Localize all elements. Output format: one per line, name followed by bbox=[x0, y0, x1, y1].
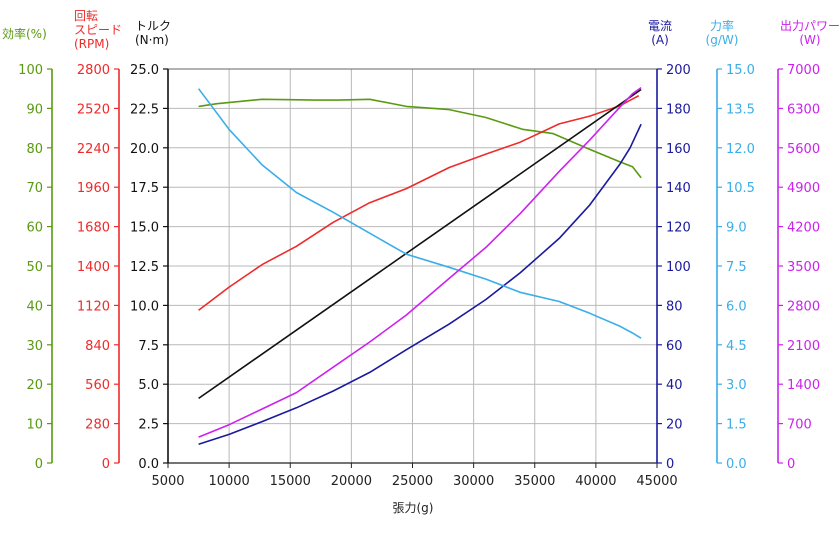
y-tick-label-torque: 10.0 bbox=[130, 299, 159, 314]
y-tick-label-current: 160 bbox=[666, 142, 691, 157]
y-tick-label-power: 6300 bbox=[787, 102, 820, 117]
y-tick-label-power: 2100 bbox=[787, 339, 820, 354]
y-tick-label-torque: 5.0 bbox=[138, 378, 159, 393]
x-tick-label: 10000 bbox=[208, 474, 249, 489]
y-tick-label-speed: 0 bbox=[102, 457, 110, 472]
y-tick-label-current: 100 bbox=[666, 260, 691, 275]
y-tick-label-efficiency: 90 bbox=[26, 102, 43, 117]
y-tick-label-force_rate: 7.5 bbox=[726, 260, 747, 275]
series-line-force_rate bbox=[197, 88, 642, 339]
y-tick-label-efficiency: 10 bbox=[26, 418, 43, 433]
axis-power: 0 700 1400 2100 2800 3500 4200 4900 5600 6300 7000… bbox=[777, 19, 840, 472]
y-tick-label-efficiency: 70 bbox=[26, 181, 43, 196]
y-tick-label-torque: 20.0 bbox=[130, 142, 159, 157]
series-line-current bbox=[198, 123, 642, 446]
y-tick-label-current: 40 bbox=[666, 378, 683, 393]
y-tick-label-force_rate: 9.0 bbox=[726, 221, 747, 236]
series-line-speed bbox=[198, 94, 640, 311]
axis-title-current: 電流(A) bbox=[648, 19, 672, 47]
y-tick-label-power: 5600 bbox=[787, 142, 820, 157]
y-tick-label-speed: 560 bbox=[85, 378, 110, 393]
axis-torque: 0.0 2.5 5.0 7.5 10.0 12.5 15.0 17.5 20.0 22.5 25.0… bbox=[130, 19, 171, 472]
axis-efficiency: 0 10 20 30 40 50 60 70 80 90 100 効率(%) bbox=[2, 26, 53, 472]
y-tick-label-current: 80 bbox=[666, 299, 683, 314]
y-tick-label-torque: 22.5 bbox=[130, 102, 159, 117]
y-tick-label-torque: 12.5 bbox=[130, 260, 159, 275]
y-tick-label-speed: 840 bbox=[85, 339, 110, 354]
y-tick-label-speed: 280 bbox=[85, 418, 110, 433]
y-tick-label-force_rate: 4.5 bbox=[726, 339, 747, 354]
y-tick-label-power: 2800 bbox=[787, 299, 820, 314]
series bbox=[197, 86, 642, 446]
x-tick-label: 30000 bbox=[453, 474, 494, 489]
y-tick-label-current: 60 bbox=[666, 339, 683, 354]
y-tick-label-torque: 2.5 bbox=[138, 418, 159, 433]
x-tick-label: 20000 bbox=[331, 474, 372, 489]
y-tick-label-current: 0 bbox=[666, 457, 674, 472]
axis-title-speed: 回転スピード(RPM) bbox=[74, 9, 122, 51]
y-tick-label-torque: 25.0 bbox=[130, 63, 159, 78]
y-tick-label-power: 0 bbox=[787, 457, 795, 472]
y-tick-label-power: 7000 bbox=[787, 63, 820, 78]
y-tick-label-force_rate: 1.5 bbox=[726, 418, 747, 433]
y-tick-label-efficiency: 60 bbox=[26, 221, 43, 236]
y-tick-label-efficiency: 20 bbox=[26, 378, 43, 393]
y-tick-label-current: 20 bbox=[666, 418, 683, 433]
axis-title-force_rate: 力率(g/W) bbox=[706, 18, 739, 47]
axis-title-power: 出力パワー(W) bbox=[780, 19, 840, 47]
y-tick-label-torque: 0.0 bbox=[138, 457, 159, 472]
y-tick-label-current: 140 bbox=[666, 181, 691, 196]
y-tick-label-speed: 2520 bbox=[77, 102, 110, 117]
axis-speed: 0 280 560 840 1120 1400 1680 1960 2240 2520 2800 回転… bbox=[74, 9, 122, 472]
y-tick-label-current: 180 bbox=[666, 102, 691, 117]
y-tick-label-force_rate: 10.5 bbox=[726, 181, 755, 196]
y-tick-label-speed: 1400 bbox=[77, 260, 110, 275]
x-axis-label: 張力(g) bbox=[393, 501, 434, 515]
y-tick-label-torque: 17.5 bbox=[130, 181, 159, 196]
x-tick-label: 25000 bbox=[392, 474, 433, 489]
y-tick-label-speed: 1960 bbox=[77, 181, 110, 196]
x-tick-label: 45000 bbox=[636, 474, 677, 489]
series-line-power bbox=[198, 86, 642, 438]
series-line-torque bbox=[198, 88, 642, 400]
y-tick-label-efficiency: 30 bbox=[26, 339, 43, 354]
y-tick-label-efficiency: 80 bbox=[26, 142, 43, 157]
y-tick-label-force_rate: 15.0 bbox=[726, 63, 755, 78]
y-tick-label-power: 1400 bbox=[787, 378, 820, 393]
grid bbox=[168, 68, 657, 463]
y-tick-label-force_rate: 12.0 bbox=[726, 142, 755, 157]
y-tick-label-current: 200 bbox=[666, 63, 691, 78]
x-tick-label: 35000 bbox=[514, 474, 555, 489]
axis-title-efficiency: 効率(%) bbox=[2, 26, 47, 41]
y-tick-label-torque: 7.5 bbox=[138, 339, 159, 354]
y-tick-label-efficiency: 100 bbox=[18, 63, 43, 78]
y-tick-label-power: 700 bbox=[787, 418, 812, 433]
y-tick-label-torque: 15.0 bbox=[130, 221, 159, 236]
y-tick-label-efficiency: 40 bbox=[26, 299, 43, 314]
x-tick-label: 5000 bbox=[151, 474, 184, 489]
y-tick-label-speed: 2240 bbox=[77, 142, 110, 157]
y-tick-label-force_rate: 6.0 bbox=[726, 299, 747, 314]
y-tick-label-current: 120 bbox=[666, 221, 691, 236]
y-tick-label-power: 4200 bbox=[787, 221, 820, 236]
y-tick-label-power: 3500 bbox=[787, 260, 820, 275]
y-tick-label-force_rate: 3.0 bbox=[726, 378, 747, 393]
axis-title-torque: トルク(N·m) bbox=[135, 19, 171, 47]
axis-current: 0 20 40 60 80 100 120 140 160 180 200 電流(A) bbox=[648, 19, 691, 472]
y-tick-label-speed: 1120 bbox=[77, 299, 110, 314]
x-tick-label: 15000 bbox=[270, 474, 311, 489]
y-tick-label-speed: 1680 bbox=[77, 221, 110, 236]
y-tick-label-power: 4900 bbox=[787, 181, 820, 196]
axis-force_rate: 0.0 1.5 3.0 4.5 6.0 7.5 9.0 10.5 12.0 13.5 15.0 力率(… bbox=[706, 18, 755, 472]
y-tick-label-speed: 2800 bbox=[77, 63, 110, 78]
x-tick-label: 40000 bbox=[575, 474, 616, 489]
series-line-efficiency bbox=[198, 98, 642, 179]
axes: 5000 10000 15000 20000 25000 30000 35000 40000 4… bbox=[2, 9, 840, 489]
y-tick-label-efficiency: 0 bbox=[35, 457, 43, 472]
y-tick-label-force_rate: 13.5 bbox=[726, 102, 755, 117]
y-tick-label-force_rate: 0.0 bbox=[726, 457, 747, 472]
y-tick-label-efficiency: 50 bbox=[26, 260, 43, 275]
